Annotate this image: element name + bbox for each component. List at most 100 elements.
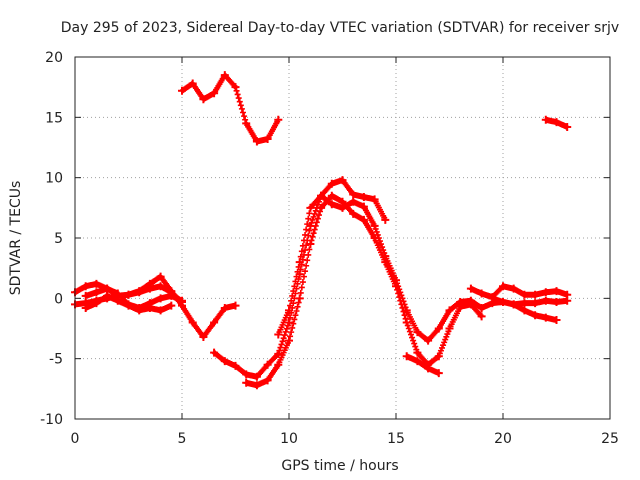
grid-lines [75, 57, 610, 419]
data-point [306, 240, 315, 249]
data-point [156, 272, 165, 281]
data-point [81, 282, 90, 291]
data-point [220, 357, 229, 366]
data-point [499, 297, 507, 306]
data-point [178, 296, 186, 305]
data-point [359, 192, 368, 201]
data-point [167, 301, 176, 310]
data-point [210, 89, 219, 98]
data-point [488, 294, 497, 303]
data-point [113, 296, 122, 305]
data-point [541, 288, 550, 297]
data-point [381, 252, 390, 261]
data-point [124, 301, 133, 310]
data-point [242, 119, 251, 128]
data-point [413, 348, 422, 357]
y-tick-label: -10 [40, 412, 63, 428]
data-point [445, 306, 454, 315]
data-point [263, 360, 272, 369]
data-point [349, 209, 358, 218]
data-point [466, 296, 475, 305]
data-point [520, 290, 529, 299]
data-point [541, 313, 550, 322]
data-point [252, 381, 261, 390]
data-point [327, 179, 336, 188]
data-point [252, 372, 261, 381]
data-point [327, 191, 336, 200]
data-point [231, 301, 240, 310]
data-point [434, 352, 443, 361]
series-track-k [488, 294, 572, 309]
data-point [563, 296, 572, 305]
data-point [92, 279, 101, 288]
data-point [531, 290, 540, 299]
data-point [113, 289, 122, 298]
data-point [220, 303, 229, 312]
data-point [156, 294, 165, 303]
data-point [509, 300, 518, 309]
data-point [242, 378, 251, 387]
y-tick-label: 20 [45, 50, 63, 66]
series-track-e [178, 71, 283, 146]
data-point [520, 306, 529, 315]
x-tick-label: 15 [387, 431, 405, 447]
data-point [413, 328, 422, 337]
series-track-h [274, 191, 561, 345]
data-point [359, 215, 368, 224]
data-point [92, 288, 101, 297]
x-tick-label: 20 [494, 431, 512, 447]
data-point [188, 318, 197, 327]
data-point [552, 118, 561, 127]
data-point [381, 215, 390, 224]
data-point [317, 191, 326, 200]
data-point [541, 296, 550, 305]
data-point [285, 336, 293, 345]
data-point [81, 303, 90, 312]
data-point [402, 318, 411, 327]
data-point [274, 330, 283, 339]
data-point [338, 203, 347, 212]
data-point [349, 197, 358, 206]
series-track-f [210, 176, 390, 381]
data-point [531, 311, 540, 320]
data-point [156, 282, 165, 291]
data-point [445, 324, 454, 333]
y-axis-label: SDTVAR / TECUs [8, 181, 24, 296]
data-point [306, 203, 315, 212]
data-point [135, 288, 144, 297]
data-point [477, 312, 486, 321]
data-point [178, 86, 186, 95]
data-point [285, 306, 293, 315]
data-point [477, 303, 486, 312]
data-point [359, 202, 368, 211]
data-point [466, 284, 475, 293]
plot-background [75, 57, 610, 419]
data-point [210, 318, 219, 327]
data-point [552, 297, 561, 306]
data-point [220, 71, 229, 80]
data-point [199, 95, 208, 104]
x-tick-label: 5 [178, 431, 187, 447]
y-tick-label: -5 [49, 352, 63, 368]
data-point [274, 360, 283, 369]
data-point [145, 303, 154, 312]
data-point [295, 258, 304, 267]
data-point [531, 299, 540, 308]
x-axis-label: GPS time / hours [281, 458, 398, 474]
y-tick-label: 15 [45, 110, 63, 126]
chart-title: Day 295 of 2023, Sidereal Day-to-day VTE… [61, 20, 619, 36]
x-tick-label: 10 [280, 431, 298, 447]
data-point [231, 83, 240, 92]
data-point [402, 352, 411, 361]
data-point [477, 289, 486, 298]
data-point [402, 306, 411, 315]
series-track-d [81, 291, 176, 315]
data-point [552, 287, 561, 296]
x-tick-label: 0 [71, 431, 80, 447]
data-point [552, 316, 561, 325]
data-point [509, 284, 518, 293]
data-point [317, 203, 326, 212]
x-tick-label: 25 [601, 431, 619, 447]
data-point [424, 364, 433, 373]
data-point [263, 135, 272, 144]
